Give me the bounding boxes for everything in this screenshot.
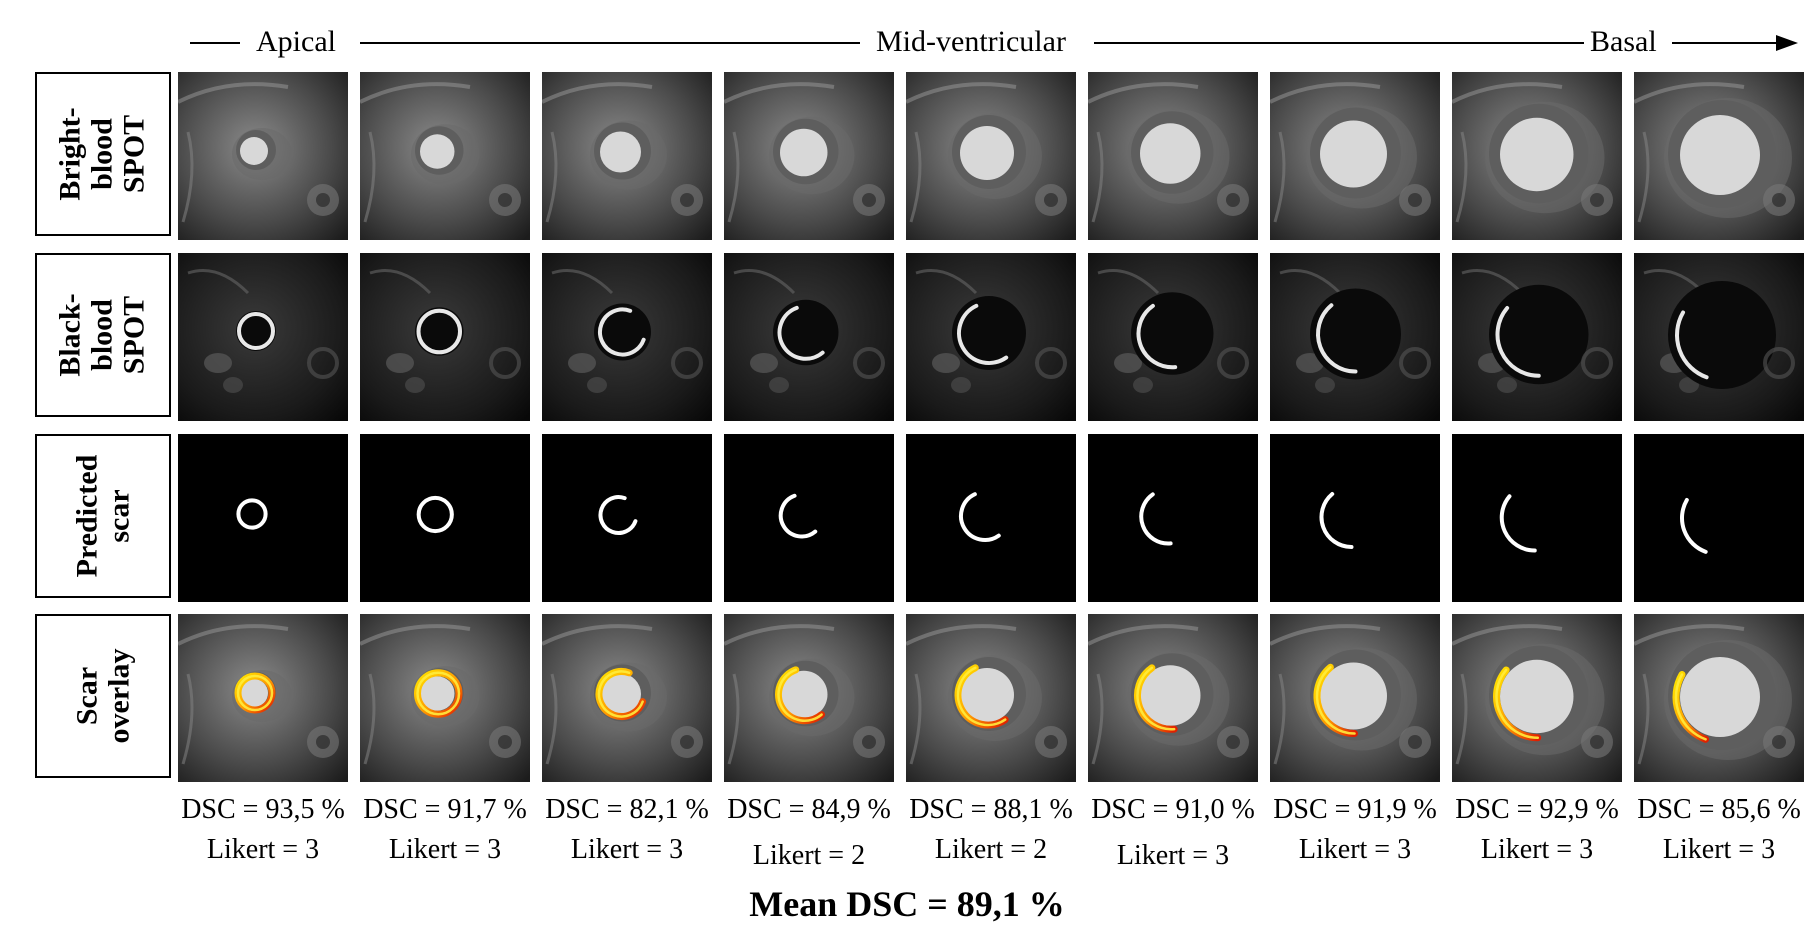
- dsc-label-slice-7: DSC = 91,9 %: [1273, 794, 1437, 825]
- dsc-label-slice-5: DSC = 88,1 %: [909, 794, 1073, 825]
- dsc-label-slice-1: DSC = 93,5 %: [181, 794, 345, 825]
- tile-overlay-slice-4: [724, 614, 894, 782]
- tile-pred-slice-4: [724, 434, 894, 602]
- likert-label-slice-9: Likert = 3: [1662, 834, 1776, 865]
- tile-overlay-slice-2: [360, 614, 530, 782]
- tile-bright-slice-4: [724, 72, 894, 240]
- tile-black-slice-4: [724, 253, 894, 421]
- tile-pred-slice-6: [1088, 434, 1258, 602]
- tile-bright-slice-8: [1452, 72, 1622, 240]
- tile-overlay-slice-8: [1452, 614, 1622, 782]
- row-label-black-blood: Black- blood SPOT: [35, 253, 171, 417]
- tile-bright-slice-3: [542, 72, 712, 240]
- tile-pred-slice-7: [1270, 434, 1440, 602]
- tile-bright-slice-5: [906, 72, 1076, 240]
- tile-overlay-slice-7: [1270, 614, 1440, 782]
- likert-label-slice-6: Likert = 3: [1116, 840, 1230, 871]
- slice-axis: Apical Mid-ventricular Basal: [0, 0, 1814, 80]
- tile-bright-slice-9: [1634, 72, 1804, 240]
- mean-dsc-label: Mean DSC = 89,1 %: [749, 884, 1065, 924]
- tile-overlay-slice-1: [178, 614, 348, 782]
- tile-black-slice-6: [1088, 253, 1258, 421]
- tile-black-slice-7: [1270, 253, 1440, 421]
- axis-line-mid-left: [360, 42, 860, 44]
- likert-label-slice-1: Likert = 3: [206, 834, 320, 865]
- row-label-predicted-scar: Predicted scar: [35, 434, 171, 598]
- axis-line-mid-right: [1094, 42, 1584, 44]
- axis-label-basal: Basal: [1590, 25, 1657, 58]
- likert-label-slice-4: Likert = 2: [752, 840, 866, 871]
- likert-label-slice-2: Likert = 3: [388, 834, 502, 865]
- tile-overlay-slice-9: [1634, 614, 1804, 782]
- tile-pred-slice-3: [542, 434, 712, 602]
- dsc-label-slice-8: DSC = 92,9 %: [1455, 794, 1619, 825]
- row-label-scar-overlay: Scar overlay: [35, 614, 171, 778]
- tile-pred-slice-2: [360, 434, 530, 602]
- tile-overlay-slice-3: [542, 614, 712, 782]
- tile-pred-slice-8: [1452, 434, 1622, 602]
- tile-overlay-slice-6: [1088, 614, 1258, 782]
- tile-black-slice-8: [1452, 253, 1622, 421]
- dsc-label-slice-2: DSC = 91,7 %: [363, 794, 527, 825]
- tile-black-slice-2: [360, 253, 530, 421]
- tile-bright-slice-2: [360, 72, 530, 240]
- likert-label-slice-3: Likert = 3: [570, 834, 684, 865]
- tile-black-slice-5: [906, 253, 1076, 421]
- tile-pred-slice-9: [1634, 434, 1804, 602]
- tile-black-slice-9: [1634, 253, 1804, 421]
- tile-bright-slice-6: [1088, 72, 1258, 240]
- tile-black-slice-1: [178, 253, 348, 421]
- dsc-label-slice-9: DSC = 85,6 %: [1637, 794, 1801, 825]
- dsc-label-slice-3: DSC = 82,1 %: [545, 794, 709, 825]
- likert-label-slice-5: Likert = 2: [934, 834, 1048, 865]
- axis-arrow-head: [1776, 35, 1798, 51]
- tile-pred-slice-5: [906, 434, 1076, 602]
- tile-bright-slice-1: [178, 72, 348, 240]
- dsc-label-slice-4: DSC = 84,9 %: [727, 794, 891, 825]
- dsc-label-slice-6: DSC = 91,0 %: [1091, 794, 1255, 825]
- row-label-bright-blood: Bright- blood SPOT: [35, 72, 171, 236]
- tile-overlay-slice-5: [906, 614, 1076, 782]
- tile-pred-slice-1: [178, 434, 348, 602]
- likert-label-slice-8: Likert = 3: [1480, 834, 1594, 865]
- axis-line-right: [1672, 42, 1780, 44]
- axis-line-left: [190, 42, 240, 44]
- axis-label-mid-ventricular: Mid-ventricular: [876, 25, 1066, 58]
- tile-bright-slice-7: [1270, 72, 1440, 240]
- tile-black-slice-3: [542, 253, 712, 421]
- likert-label-slice-7: Likert = 3: [1298, 834, 1412, 865]
- axis-label-apical: Apical: [256, 25, 336, 58]
